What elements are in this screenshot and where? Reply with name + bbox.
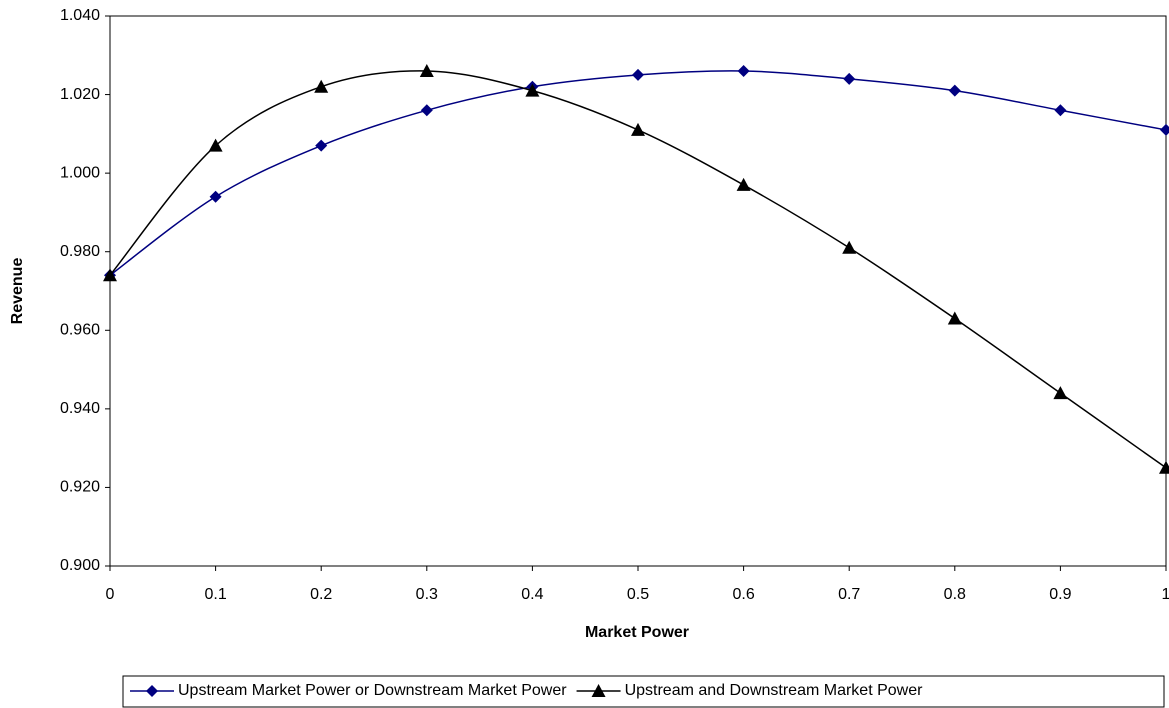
y-tick-label: 0.960 xyxy=(60,322,100,339)
legend-label: Upstream and Downstream Market Power xyxy=(625,682,924,699)
marker xyxy=(419,64,434,77)
marker xyxy=(737,65,750,77)
plot-area xyxy=(109,15,1167,567)
legend-label: Upstream Market Power or Downstream Mark… xyxy=(178,682,567,699)
marker xyxy=(1054,104,1067,117)
x-tick-label: 0.1 xyxy=(204,586,226,603)
x-tick-label: 0.8 xyxy=(944,586,966,603)
marker xyxy=(1053,386,1068,400)
marker xyxy=(843,72,856,85)
legend-marker xyxy=(146,685,158,697)
marker xyxy=(525,83,540,97)
x-tick-label: 0.4 xyxy=(521,586,543,603)
x-axis-title: Market Power xyxy=(585,624,689,641)
x-tick-label: 0.5 xyxy=(627,586,649,603)
marker xyxy=(947,311,962,325)
marker xyxy=(1160,123,1169,136)
marker xyxy=(948,84,961,97)
marker xyxy=(632,68,644,81)
legend-box xyxy=(122,675,1165,708)
y-tick-label: 0.920 xyxy=(60,479,100,496)
y-tick-label: 1.000 xyxy=(60,164,100,181)
x-tick-label: 0.3 xyxy=(416,586,438,603)
legend-marker xyxy=(591,684,606,697)
x-tick-label: 0.6 xyxy=(732,586,754,603)
y-tick-label: 1.020 xyxy=(60,86,100,103)
marker xyxy=(315,139,328,152)
y-tick-label: 0.940 xyxy=(60,400,100,417)
marker xyxy=(631,122,645,136)
y-tick-label: 0.900 xyxy=(60,557,100,574)
marker xyxy=(314,79,329,93)
x-tick-label: 0.9 xyxy=(1049,586,1071,603)
marker xyxy=(208,138,223,152)
marker xyxy=(420,104,433,117)
marker xyxy=(1159,460,1169,474)
marker xyxy=(842,240,857,254)
x-tick-label: 0 xyxy=(106,586,115,603)
marker xyxy=(103,268,117,282)
legend: Upstream Market Power or Downstream Mark… xyxy=(122,675,1165,708)
x-tick-label: 1 xyxy=(1162,586,1169,603)
y-axis-title: Revenue xyxy=(9,258,26,325)
marker xyxy=(736,177,751,191)
x-tick-label: 0.7 xyxy=(838,586,860,603)
x-tick-label: 0.2 xyxy=(310,586,332,603)
marker xyxy=(209,190,222,203)
y-tick-label: 1.040 xyxy=(60,7,100,24)
y-tick-label: 0.980 xyxy=(60,243,100,260)
